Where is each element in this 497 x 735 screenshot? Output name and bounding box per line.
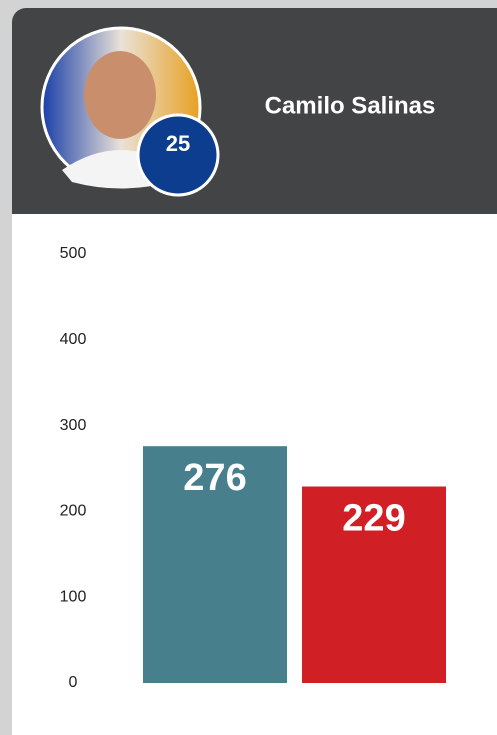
y-tick-label: 500 bbox=[60, 245, 87, 262]
y-tick-label: 400 bbox=[60, 331, 87, 348]
y-tick-label: 100 bbox=[60, 588, 87, 605]
bar bbox=[302, 486, 446, 683]
y-tick-label: 200 bbox=[60, 503, 87, 520]
badge bbox=[136, 113, 220, 197]
bar bbox=[143, 446, 287, 683]
candidate-name: Camilo Salinas bbox=[265, 92, 436, 119]
avatar-face bbox=[84, 51, 156, 139]
y-tick-label: 300 bbox=[60, 417, 87, 434]
value-label: 229 bbox=[342, 498, 405, 540]
y-tick-label: 0 bbox=[69, 674, 78, 691]
value-label: 276 bbox=[183, 457, 246, 499]
badge-number: 25 bbox=[166, 131, 190, 156]
